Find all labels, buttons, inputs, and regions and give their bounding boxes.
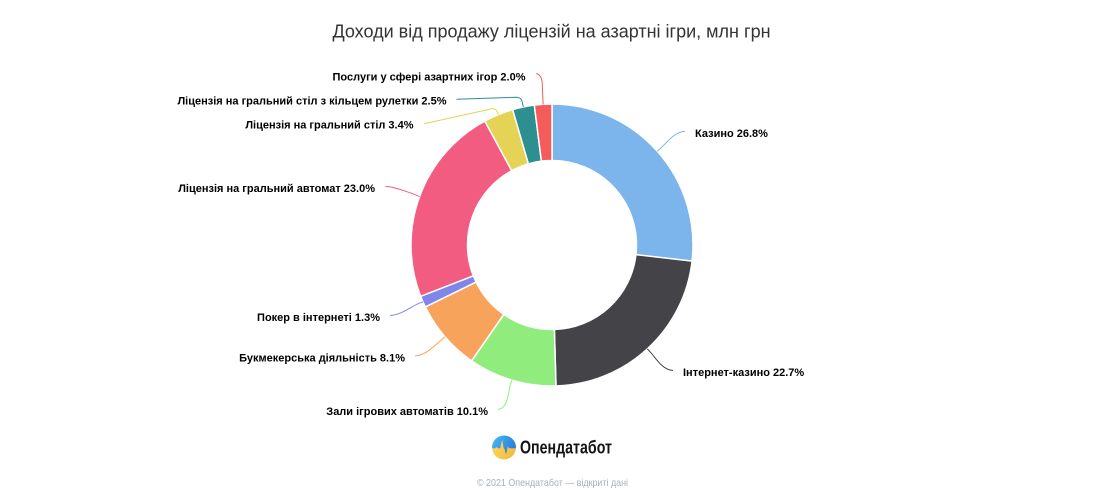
svg-text:Інтернет-казино 22.7%: Інтернет-казино 22.7% (683, 367, 804, 379)
svg-text:Опендатабот: Опендатабот (520, 437, 612, 457)
svg-text:Покер в інтернеті 1.3%: Покер в інтернеті 1.3% (257, 312, 380, 324)
svg-text:Ліцензія на гральний автомат 2: Ліцензія на гральний автомат 23.0% (178, 183, 375, 195)
svg-text:Доходи від продажу ліцензій на: Доходи від продажу ліцензій на азартні і… (332, 22, 770, 42)
svg-text:© 2021 Опендатабот — відкриті: © 2021 Опендатабот — відкриті дані (477, 477, 628, 489)
svg-text:Ліцензія на гральний стіл 3.4%: Ліцензія на гральний стіл 3.4% (245, 120, 413, 132)
svg-text:Зали ігрових автоматів 10.1%: Зали ігрових автоматів 10.1% (326, 406, 488, 418)
svg-text:Букмекерська діяльність 8.1%: Букмекерська діяльність 8.1% (239, 353, 405, 365)
svg-text:Ліцензія на гральний стіл з кі: Ліцензія на гральний стіл з кільцем руле… (177, 96, 446, 108)
svg-text:Казино 26.8%: Казино 26.8% (695, 128, 768, 140)
svg-text:Послуги у сфері азартних ігор: Послуги у сфері азартних ігор 2.0% (333, 71, 526, 83)
